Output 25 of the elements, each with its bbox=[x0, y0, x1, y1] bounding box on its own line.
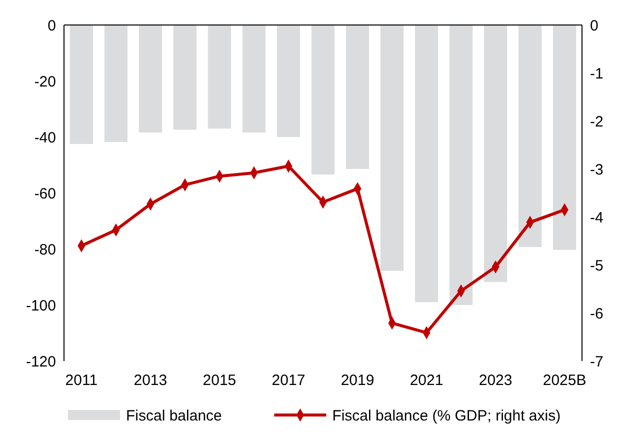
y-tick-label: -100 bbox=[26, 297, 56, 314]
x-tick-label: 2021 bbox=[410, 372, 444, 389]
x-tick-label: 2023 bbox=[478, 372, 512, 389]
x-tick-label: 2019 bbox=[340, 372, 374, 389]
legend-label: Fiscal balance bbox=[126, 407, 222, 424]
y2-tick-label: -5 bbox=[590, 257, 604, 274]
x-tick-label: 2017 bbox=[272, 372, 306, 389]
y-tick-label: 0 bbox=[48, 17, 56, 34]
y2-tick-label: -2 bbox=[590, 113, 604, 130]
y-tick-label: -60 bbox=[34, 185, 56, 202]
y2-tick-label: -1 bbox=[590, 65, 604, 82]
x-tick-label: 2011 bbox=[65, 372, 98, 389]
y2-tick-label: -4 bbox=[590, 209, 604, 226]
y-tick-label: -40 bbox=[34, 129, 56, 146]
y2-tick-label: -7 bbox=[590, 353, 604, 370]
x-tick-label: 2015 bbox=[202, 372, 236, 389]
y2-tick-label: -3 bbox=[590, 161, 604, 178]
y2-tick-label: 0 bbox=[590, 17, 598, 34]
y-tick-label: -80 bbox=[34, 241, 56, 258]
x-tick-label: 2013 bbox=[134, 372, 168, 389]
y-tick-label: -120 bbox=[26, 353, 56, 370]
legend-label: Fiscal balance (% GDP; right axis) bbox=[332, 407, 561, 424]
x-tick-label: 2025B bbox=[542, 372, 586, 389]
y2-tick-label: -6 bbox=[590, 305, 604, 322]
y-tick-label: -20 bbox=[34, 73, 56, 90]
